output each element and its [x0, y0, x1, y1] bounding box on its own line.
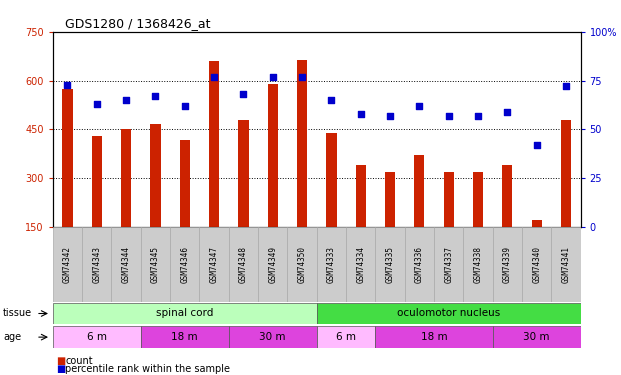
Bar [326, 133, 337, 227]
Point [327, 97, 337, 103]
Point [297, 74, 307, 80]
Point [92, 101, 102, 107]
Bar [405, 227, 434, 302]
Bar [561, 120, 571, 227]
Bar [62, 89, 73, 227]
Text: GSM74336: GSM74336 [415, 246, 424, 283]
Text: GSM74334: GSM74334 [356, 246, 365, 283]
Text: count: count [65, 356, 93, 366]
Bar [141, 227, 170, 302]
Point [209, 74, 219, 80]
Text: GSM74345: GSM74345 [151, 246, 160, 283]
Text: ■: ■ [56, 356, 65, 366]
Point [238, 91, 248, 97]
Bar [179, 140, 190, 227]
Point [268, 74, 278, 80]
Bar [463, 227, 492, 302]
Point [473, 113, 483, 119]
Text: GSM74343: GSM74343 [93, 246, 101, 283]
Bar [434, 227, 463, 302]
Bar [317, 326, 375, 348]
Text: GSM74350: GSM74350 [297, 246, 307, 283]
Text: tissue: tissue [3, 309, 32, 318]
Bar [53, 227, 82, 302]
Text: GSM74342: GSM74342 [63, 246, 72, 283]
Bar [258, 227, 288, 302]
Bar [53, 303, 317, 324]
Bar [317, 303, 581, 324]
Bar [473, 172, 483, 227]
Bar [385, 172, 395, 227]
Bar [170, 227, 199, 302]
Text: GSM74346: GSM74346 [180, 246, 189, 283]
Bar [141, 326, 229, 348]
Text: 18 m: 18 m [171, 332, 198, 342]
Text: spinal cord: spinal cord [156, 309, 214, 318]
Text: oculomotor nucleus: oculomotor nucleus [397, 309, 501, 318]
Bar [356, 165, 366, 227]
Bar [111, 227, 141, 302]
Bar [375, 227, 405, 302]
Point [502, 109, 512, 115]
Bar [209, 61, 219, 227]
Bar [492, 227, 522, 302]
Bar [268, 84, 278, 227]
Point [561, 84, 571, 90]
Text: GSM74341: GSM74341 [561, 246, 571, 283]
Point [385, 113, 395, 119]
Point [150, 93, 160, 99]
Bar [229, 227, 258, 302]
Text: GSM74339: GSM74339 [503, 246, 512, 283]
Point [356, 111, 366, 117]
Point [63, 81, 73, 87]
Text: GSM74338: GSM74338 [473, 246, 483, 283]
Point [180, 103, 190, 109]
Point [532, 142, 542, 148]
Text: 6 m: 6 m [87, 332, 107, 342]
Bar [414, 155, 425, 227]
Text: GSM74333: GSM74333 [327, 246, 336, 283]
Text: GSM74344: GSM74344 [122, 246, 130, 283]
Bar [551, 227, 581, 302]
Text: percentile rank within the sample: percentile rank within the sample [65, 364, 230, 374]
Bar [532, 220, 542, 227]
Bar [53, 326, 141, 348]
Bar [150, 123, 161, 227]
Bar [443, 172, 454, 227]
Bar [92, 136, 102, 227]
Text: 30 m: 30 m [524, 332, 550, 342]
Bar [346, 227, 375, 302]
Text: age: age [3, 332, 21, 342]
Bar [522, 227, 551, 302]
Text: GSM74347: GSM74347 [209, 246, 219, 283]
Point [121, 97, 131, 103]
Bar [82, 227, 111, 302]
Bar [492, 326, 581, 348]
Bar [375, 326, 492, 348]
Text: GSM74337: GSM74337 [444, 246, 453, 283]
Bar [502, 165, 512, 227]
Text: GDS1280 / 1368426_at: GDS1280 / 1368426_at [65, 17, 211, 30]
Text: 6 m: 6 m [336, 332, 356, 342]
Bar [238, 120, 248, 227]
Bar [297, 60, 307, 227]
Bar [288, 227, 317, 302]
Text: GSM74335: GSM74335 [386, 246, 394, 283]
Bar [199, 227, 229, 302]
Text: 30 m: 30 m [260, 332, 286, 342]
Text: ■: ■ [56, 364, 65, 374]
Point [414, 103, 424, 109]
Text: GSM74340: GSM74340 [532, 246, 541, 283]
Text: GSM74348: GSM74348 [239, 246, 248, 283]
Text: GSM74349: GSM74349 [268, 246, 277, 283]
Bar [317, 227, 346, 302]
Point [443, 113, 453, 119]
Bar [229, 326, 317, 348]
Bar [121, 129, 131, 227]
Text: 18 m: 18 m [420, 332, 447, 342]
